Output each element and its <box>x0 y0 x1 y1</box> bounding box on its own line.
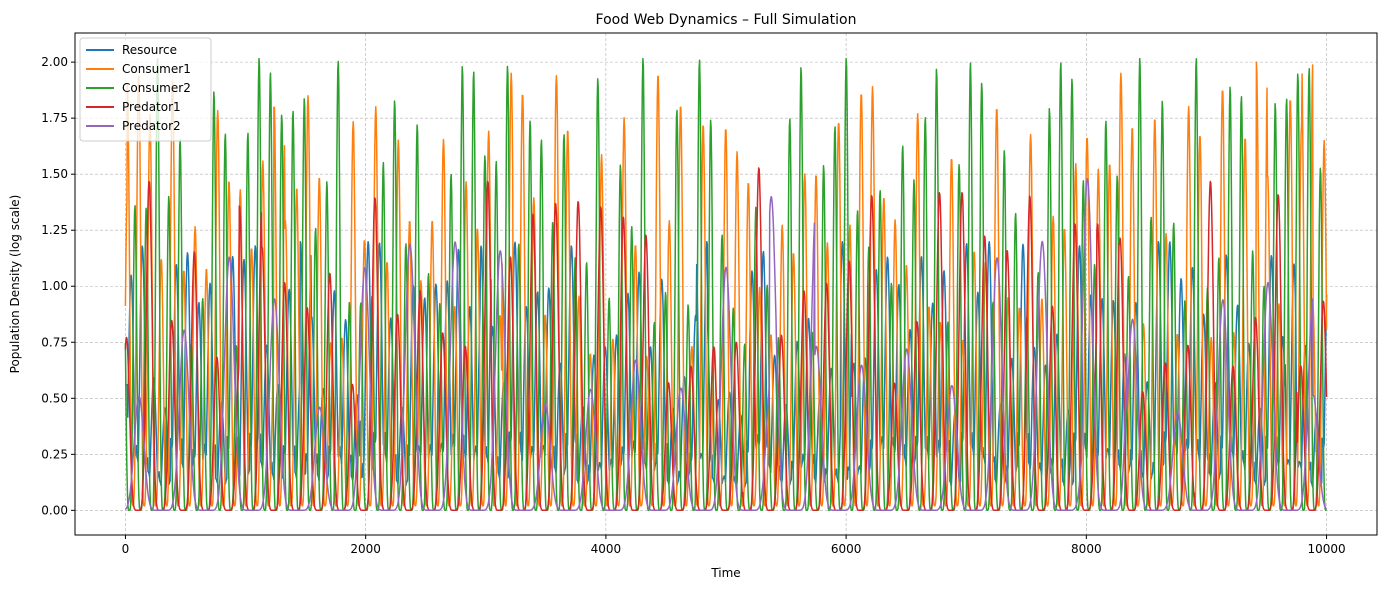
chart-title: Food Web Dynamics – Full Simulation <box>596 12 857 28</box>
axes-frame <box>74 32 1378 536</box>
legend-label: Consumer2 <box>122 81 191 95</box>
legend: Resource Consumer1 Consumer2 Predator1 Preda… <box>79 37 212 142</box>
x-tick-label: 6000 <box>831 542 862 556</box>
y-axis-label: Population Density (log scale) <box>8 195 22 374</box>
x-tick-label: 10000 <box>1307 542 1345 556</box>
legend-label: Consumer1 <box>122 62 191 76</box>
legend-box <box>79 37 212 142</box>
y-tick-label: 1.50 <box>41 167 68 181</box>
series-line-consumer1 <box>124 61 1328 507</box>
y-axis-ticks: 0.00 0.25 0.50 0.75 1.00 1.25 1.50 1.75 2.00 <box>41 55 75 517</box>
x-axis-ticks: 0 2000 4000 6000 8000 10000 <box>122 535 1346 556</box>
y-tick-label: 0.25 <box>41 447 68 461</box>
y-tick-label: 1.00 <box>41 279 68 293</box>
x-tick-label: 0 <box>122 542 130 556</box>
x-tick-label: 8000 <box>1071 542 1102 556</box>
series-line-predator2 <box>124 177 1328 512</box>
series-line-predator1 <box>124 167 1328 512</box>
y-tick-label: 0.00 <box>41 503 68 517</box>
y-tick-label: 1.25 <box>41 223 68 237</box>
y-tick-label: 0.50 <box>41 391 68 405</box>
x-tick-label: 2000 <box>350 542 381 556</box>
legend-label: Resource <box>122 43 177 57</box>
plot-series-group <box>124 57 1328 512</box>
x-axis-label: Time <box>710 566 740 580</box>
y-tick-label: 2.00 <box>41 55 68 69</box>
x-tick-label: 4000 <box>591 542 622 556</box>
legend-label: Predator1 <box>122 100 181 114</box>
legend-label: Predator2 <box>122 119 181 133</box>
y-tick-label: 0.75 <box>41 335 68 349</box>
y-tick-label: 1.75 <box>41 111 68 125</box>
